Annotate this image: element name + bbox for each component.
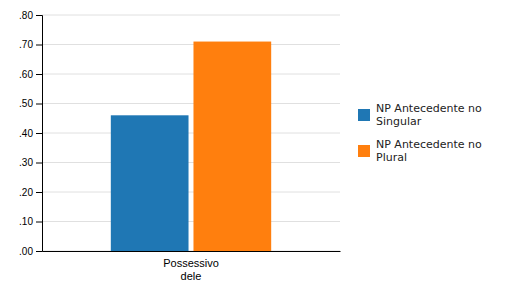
tick-label: .50 [19, 98, 33, 109]
tick-label: Possessivodele [163, 257, 219, 282]
tick: .10 [19, 216, 42, 227]
tick-label: .00 [19, 246, 33, 257]
legend-swatch [358, 145, 370, 157]
chart: .00 .10 .20 .30 .40 .50 .60 .70 .80 Possessivodel… [0, 0, 505, 296]
tick: .50 [19, 98, 42, 109]
tick-mark [36, 104, 42, 105]
tick: .20 [19, 187, 42, 198]
legend-item: NP Antecedente noSingular [358, 102, 482, 128]
tick-label: .30 [19, 157, 33, 168]
grid-line [42, 221, 340, 222]
tick-label: .60 [19, 69, 33, 80]
grid-line [42, 44, 340, 45]
axis-line [43, 251, 341, 252]
legend-item: NP Antecedente noPlural [358, 138, 482, 164]
plot: .00 .10 .20 .30 .40 .50 .60 .70 .80 Possessivodel… [19, 10, 340, 282]
legend: NP Antecedente noSingular NP Antecedente … [358, 102, 482, 164]
tick-label: .70 [19, 39, 33, 50]
tick-mark [36, 74, 42, 75]
tick-mark [36, 163, 42, 164]
tick: .70 [19, 39, 42, 50]
tick-label: .20 [19, 187, 33, 198]
legend-label: NP Antecedente noSingular [376, 102, 482, 128]
tick: .30 [19, 157, 42, 168]
tick-label: .40 [19, 128, 33, 139]
tick: .80 [19, 10, 42, 21]
tick-mark [36, 192, 42, 193]
grid-line [42, 251, 340, 252]
tick: .00 [19, 246, 42, 257]
legend-label: NP Antecedente noPlural [376, 138, 482, 164]
grid [42, 15, 340, 251]
series [111, 115, 189, 251]
tick-label: .10 [19, 216, 33, 227]
tick-mark [36, 15, 42, 16]
tick-mark [36, 133, 42, 134]
grid-line [42, 133, 340, 134]
grid-line [42, 192, 340, 193]
tick-mark [36, 45, 42, 46]
tick: .60 [19, 69, 42, 80]
axis-line [36, 16, 43, 252]
tick: Possessivodele [163, 251, 219, 282]
y-axis: .00 .10 .20 .30 .40 .50 .60 .70 .80 [19, 10, 42, 257]
series [193, 42, 271, 251]
x-axis: Possessivodele [43, 251, 341, 282]
tick: .40 [19, 128, 42, 139]
tick-mark [36, 222, 42, 223]
tick-label: .80 [19, 10, 33, 21]
bar [193, 42, 271, 251]
grid-line [42, 162, 340, 163]
legend-swatch [358, 109, 370, 121]
grid-line [42, 74, 340, 75]
grid-line [42, 15, 340, 16]
tick-mark [36, 251, 42, 252]
bar [111, 115, 189, 251]
grid-line [42, 103, 340, 104]
bars [111, 42, 271, 251]
